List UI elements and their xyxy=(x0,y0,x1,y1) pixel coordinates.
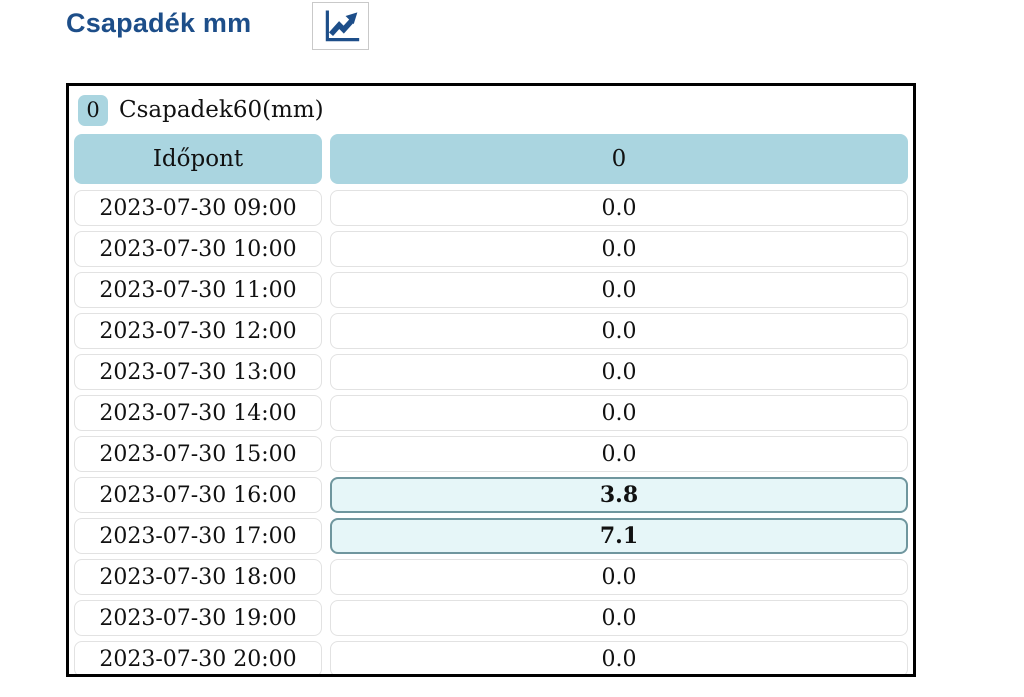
value-cell: 0.0 xyxy=(330,559,908,595)
precipitation-table-widget: 0 Csapadek60(mm) Időpont 0 2023-07-30 09… xyxy=(66,83,916,677)
column-header-idopont: Időpont xyxy=(74,134,322,184)
timestamp-cell: 2023-07-30 10:00 xyxy=(74,231,322,267)
value-cell: 0.0 xyxy=(330,395,908,431)
table-row: 2023-07-30 12:00 0.0 xyxy=(74,313,908,349)
series-legend: 0 Csapadek60(mm) xyxy=(74,92,908,128)
timestamp-cell: 2023-07-30 19:00 xyxy=(74,600,322,636)
timestamp-cell: 2023-07-30 11:00 xyxy=(74,272,322,308)
timestamp-cell: 2023-07-30 12:00 xyxy=(74,313,322,349)
value-cell: 0.0 xyxy=(330,313,908,349)
table-header-row: Időpont 0 xyxy=(74,134,908,184)
line-chart-icon xyxy=(321,7,361,45)
value-cell: 0.0 xyxy=(330,354,908,390)
table-row: 2023-07-30 16:00 3.8 xyxy=(74,477,908,513)
value-cell: 0.0 xyxy=(330,190,908,226)
table-row: 2023-07-30 18:00 0.0 xyxy=(74,559,908,595)
page-title: Csapadék mm xyxy=(66,8,252,38)
value-cell: 7.1 xyxy=(330,518,908,554)
table-row: 2023-07-30 17:00 7.1 xyxy=(74,518,908,554)
value-cell: 0.0 xyxy=(330,436,908,472)
value-cell: 0.0 xyxy=(330,272,908,308)
table-row: 2023-07-30 11:00 0.0 xyxy=(74,272,908,308)
timestamp-cell: 2023-07-30 16:00 xyxy=(74,477,322,513)
table-row: 2023-07-30 09:00 0.0 xyxy=(74,190,908,226)
value-cell: 0.0 xyxy=(330,231,908,267)
chart-view-toggle-button[interactable] xyxy=(312,2,369,50)
value-cell: 0.0 xyxy=(330,600,908,636)
table-row: 2023-07-30 14:00 0.0 xyxy=(74,395,908,431)
timestamp-cell: 2023-07-30 13:00 xyxy=(74,354,322,390)
table-row: 2023-07-30 13:00 0.0 xyxy=(74,354,908,390)
timestamp-cell: 2023-07-30 18:00 xyxy=(74,559,322,595)
value-cell: 3.8 xyxy=(330,477,908,513)
table-row: 2023-07-30 19:00 0.0 xyxy=(74,600,908,636)
value-cell: 0.0 xyxy=(330,641,908,674)
legend-series-badge: 0 xyxy=(78,94,108,126)
timestamp-cell: 2023-07-30 15:00 xyxy=(74,436,322,472)
table-row: 2023-07-30 10:00 0.0 xyxy=(74,231,908,267)
timestamp-cell: 2023-07-30 17:00 xyxy=(74,518,322,554)
table-row: 2023-07-30 20:00 0.0 xyxy=(74,641,908,674)
timestamp-cell: 2023-07-30 14:00 xyxy=(74,395,322,431)
column-header-0: 0 xyxy=(330,134,908,184)
timestamp-cell: 2023-07-30 09:00 xyxy=(74,190,322,226)
table-row: 2023-07-30 15:00 0.0 xyxy=(74,436,908,472)
legend-series-name: Csapadek60(mm) xyxy=(119,97,324,123)
timestamp-cell: 2023-07-30 20:00 xyxy=(74,641,322,674)
